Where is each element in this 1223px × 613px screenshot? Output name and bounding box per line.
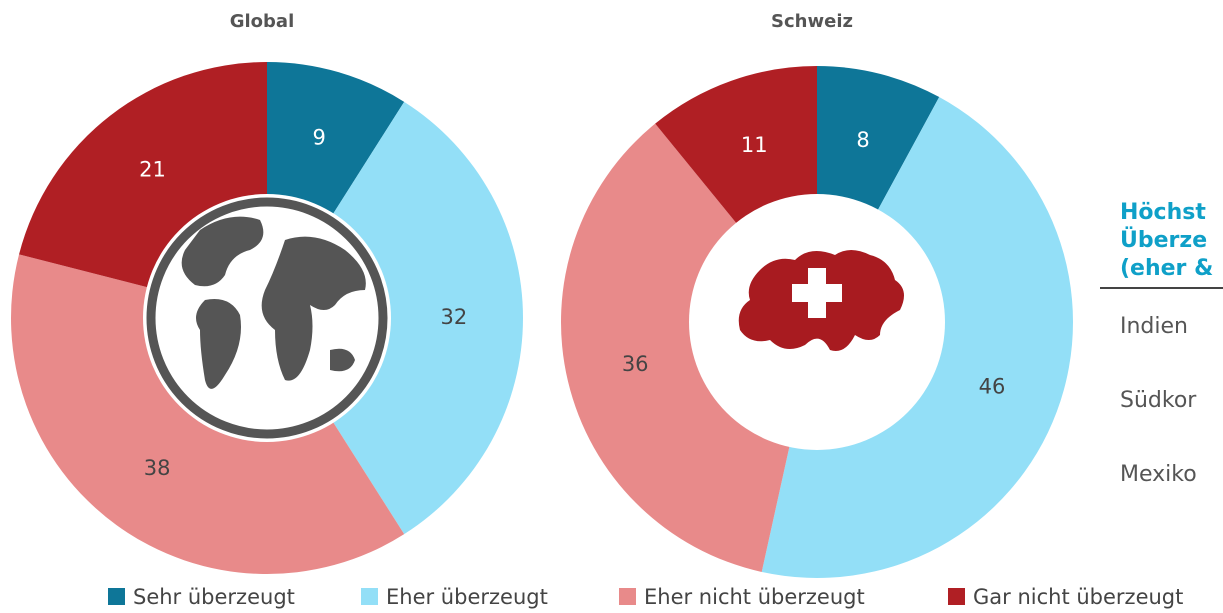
- panel-title: Überze: [1120, 227, 1207, 253]
- panel-title: Höchst: [1120, 200, 1206, 225]
- swiss-cross: [792, 284, 842, 302]
- panel-title: (eher &: [1120, 256, 1213, 281]
- data-label: 36: [622, 352, 649, 376]
- legend-label: Eher überzeugt: [386, 585, 548, 609]
- legend-label: Gar nicht überzeugt: [973, 585, 1183, 609]
- panel-row: Mexiko: [1120, 462, 1197, 487]
- panel-row: Südkor: [1120, 388, 1197, 413]
- data-label: 38: [144, 456, 171, 480]
- legend-label: Sehr überzeugt: [133, 585, 295, 609]
- pie-slice: [267, 101, 524, 535]
- data-label: 32: [441, 305, 468, 329]
- legend-swatch: [361, 588, 378, 605]
- data-label: 11: [741, 133, 768, 157]
- data-label: 21: [139, 157, 166, 181]
- chart-title: Global: [230, 11, 295, 32]
- legend: Sehr überzeugt Eher überzeugt Eher nicht ü…: [108, 585, 1183, 609]
- data-label: 46: [979, 374, 1006, 398]
- panel-row: Indien: [1120, 314, 1188, 339]
- data-label: 8: [856, 128, 869, 152]
- pie-slice: [561, 123, 817, 572]
- legend-label: Eher nicht überzeugt: [644, 585, 865, 609]
- chart-title: Schweiz: [771, 11, 853, 32]
- center-icons: [143, 194, 945, 450]
- continents: [181, 216, 366, 389]
- legend-swatch: [619, 588, 636, 605]
- legend-swatch: [108, 588, 125, 605]
- legend-swatch: [948, 588, 965, 605]
- data-label: 9: [312, 126, 325, 150]
